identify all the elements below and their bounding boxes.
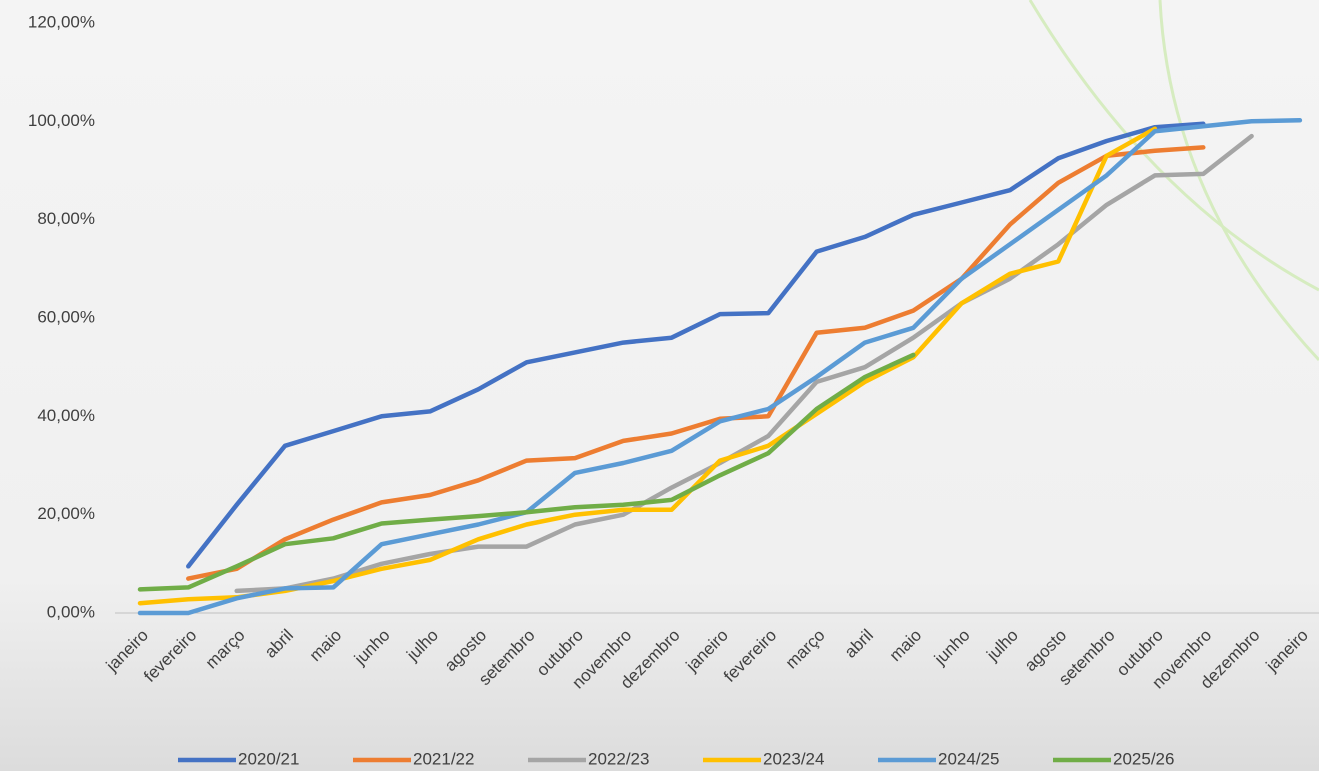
y-tick-label: 100,00% [28,111,95,130]
legend-label: 2024/25 [938,749,999,768]
legend-label: 2020/21 [238,749,299,768]
y-tick-label: 120,00% [28,12,95,31]
legend-label: 2022/23 [588,749,649,768]
legend-label: 2023/24 [763,749,824,768]
y-tick-label: 60,00% [37,307,95,326]
y-tick-label: 20,00% [37,504,95,523]
y-tick-label: 40,00% [37,406,95,425]
legend-label: 2021/22 [413,749,474,768]
legend-label: 2025/26 [1113,749,1174,768]
y-tick-label: 80,00% [37,209,95,228]
y-tick-label: 0,00% [47,602,95,621]
chart: 0,00% 20,00% 40,00% 60,00% 80,00% 100,00% 120,… [0,0,1319,771]
